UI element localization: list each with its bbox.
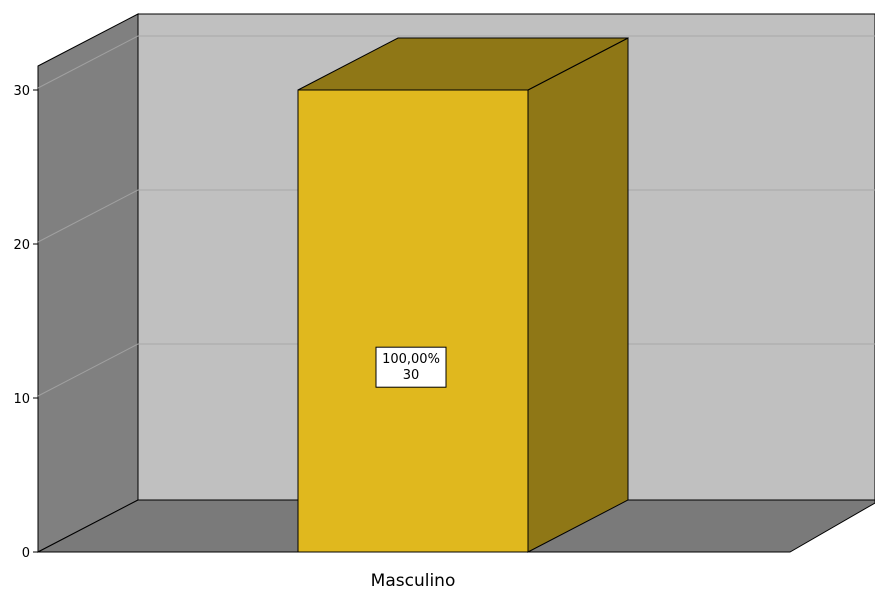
bar-masculino [297,37,629,553]
bar-front-face [297,89,529,553]
y-tick-label-10: 10 [13,392,30,407]
data-label-percent: 100,00% [382,352,440,367]
y-tick-label-0: 0 [22,546,30,561]
gridline-side-30 [37,35,139,89]
chart-side-wall [37,13,139,553]
y-tick-label-20: 20 [13,238,30,253]
data-label-count: 30 [403,368,420,383]
x-tick-label-masculino: Masculino [371,571,456,591]
y-axis: 0 10 20 30 [13,84,38,561]
gridline-side-20 [37,189,139,243]
data-label-box [375,346,447,388]
bar-side-face [527,37,629,553]
data-label: 100,00% 30 [375,346,447,388]
bars [297,37,629,553]
y-tick-label-30: 30 [13,84,30,99]
gridline-side-10 [37,343,139,397]
